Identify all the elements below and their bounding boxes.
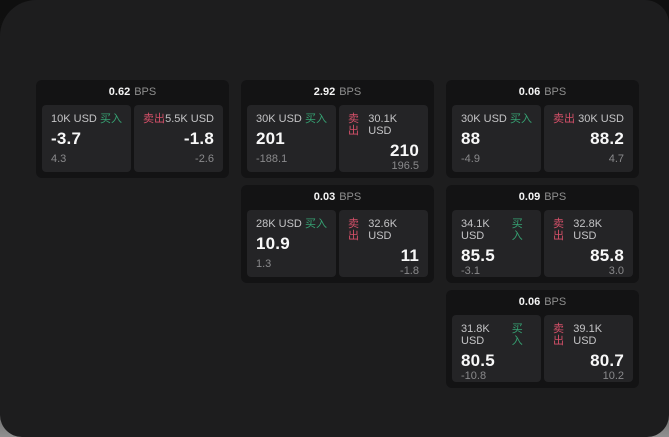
buy-side-label: 买入: [511, 323, 523, 347]
card-header: 0.62 BPS: [42, 80, 223, 105]
buy-side-label: 买入: [305, 113, 327, 125]
buy-delta: -10.8: [461, 370, 487, 382]
sell-panel[interactable]: 卖出 32.6K USD 11 -1.8: [339, 210, 428, 277]
sell-price: 88.2: [590, 129, 624, 148]
buy-side-label: 买入: [511, 218, 523, 242]
buy-notional: 28K USD: [256, 218, 302, 230]
bps-label: BPS: [339, 191, 362, 203]
buy-side-label: 买入: [305, 218, 327, 230]
bps-label: BPS: [544, 296, 567, 308]
card-header: 2.92 BPS: [247, 80, 428, 105]
buy-panel[interactable]: 30K USD 买入 201 -188.1: [247, 105, 336, 172]
sell-price: 85.8: [590, 246, 624, 265]
sell-price: 80.7: [590, 351, 624, 370]
buy-price: -3.7: [51, 129, 82, 148]
buy-delta: -4.9: [461, 153, 480, 165]
quote-card: 0.62 BPS 10K USD 买入 -3.7 4.3 卖出 5.5K USD: [36, 80, 229, 178]
card-header: 0.06 BPS: [452, 290, 633, 315]
buy-panel[interactable]: 28K USD 买入 10.9 1.3: [247, 210, 336, 277]
buy-price: 201: [256, 129, 285, 148]
sell-price: 210: [390, 141, 419, 160]
sell-panel[interactable]: 卖出 30K USD 88.2 4.7: [544, 105, 633, 172]
sell-side-label: 卖出: [553, 113, 575, 125]
sell-side-label: 卖出: [348, 113, 359, 137]
sell-price: -1.8: [183, 129, 214, 148]
quote-card: 0.06 BPS 31.8K USD 买入 80.5 -10.8 卖出 39.1…: [446, 290, 639, 388]
sell-panel[interactable]: 卖出 39.1K USD 80.7 10.2: [544, 315, 633, 382]
sell-panel[interactable]: 卖出 5.5K USD -1.8 -2.6: [134, 105, 223, 172]
buy-panel[interactable]: 34.1K USD 买入 85.5 -3.1: [452, 210, 541, 277]
buy-side-label: 买入: [510, 113, 532, 125]
sell-notional: 39.1K USD: [573, 323, 603, 347]
sell-side-label: 卖出: [348, 218, 359, 242]
buy-price: 88: [461, 129, 481, 148]
bps-value: 2.92: [313, 86, 336, 98]
bps-value: 0.62: [108, 86, 131, 98]
sell-notional: 30.1K USD: [368, 113, 398, 137]
buy-price: 80.5: [461, 351, 495, 370]
buy-notional: 34.1K USD: [461, 218, 490, 242]
quote-card: 0.03 BPS 28K USD 买入 10.9 1.3 卖出 32.6K US…: [241, 185, 434, 283]
buy-delta: 1.3: [256, 258, 272, 270]
buy-panel[interactable]: 31.8K USD 买入 80.5 -10.8: [452, 315, 541, 382]
bps-value: 0.09: [518, 191, 541, 203]
buy-notional: 30K USD: [461, 113, 507, 125]
card-header: 0.03 BPS: [247, 185, 428, 210]
buy-notional: 30K USD: [256, 113, 302, 125]
buy-side-label: 买入: [100, 113, 122, 125]
bps-value: 0.06: [518, 296, 541, 308]
buy-delta: -3.1: [461, 265, 480, 277]
sell-notional: 5.5K USD: [165, 113, 214, 125]
buy-notional: 10K USD: [51, 113, 97, 125]
sell-delta: 196.5: [391, 160, 419, 172]
sell-notional: 30K USD: [578, 113, 624, 125]
sell-panel[interactable]: 卖出 32.8K USD 85.8 3.0: [544, 210, 633, 277]
bps-label: BPS: [339, 86, 362, 98]
bps-label: BPS: [544, 86, 567, 98]
sell-side-label: 卖出: [553, 323, 564, 347]
card-header: 0.06 BPS: [452, 80, 633, 105]
buy-panel[interactable]: 30K USD 买入 88 -4.9: [452, 105, 541, 172]
quote-card: 2.92 BPS 30K USD 买入 201 -188.1 卖出 30.1K …: [241, 80, 434, 178]
buy-delta: 4.3: [51, 153, 67, 165]
sell-price: 11: [400, 246, 419, 265]
bps-label: BPS: [544, 191, 567, 203]
sell-delta: -2.6: [195, 153, 214, 165]
sell-delta: 4.7: [608, 153, 624, 165]
bps-value: 0.06: [518, 86, 541, 98]
sell-delta: 3.0: [608, 265, 624, 277]
buy-panel[interactable]: 10K USD 买入 -3.7 4.3: [42, 105, 131, 172]
quote-card: 0.09 BPS 34.1K USD 买入 85.5 -3.1 卖出 32.8K…: [446, 185, 639, 283]
sell-side-label: 卖出: [143, 113, 165, 125]
sell-panel[interactable]: 卖出 30.1K USD 210 196.5: [339, 105, 428, 172]
buy-notional: 31.8K USD: [461, 323, 490, 347]
bps-label: BPS: [134, 86, 157, 98]
sell-side-label: 卖出: [553, 218, 564, 242]
sell-notional: 32.8K USD: [573, 218, 603, 242]
card-header: 0.09 BPS: [452, 185, 633, 210]
buy-price: 10.9: [256, 234, 290, 253]
sell-delta: 10.2: [602, 370, 624, 382]
quote-card-grid: 0.62 BPS 10K USD 买入 -3.7 4.3 卖出 5.5K USD: [36, 80, 639, 388]
quote-card: 0.06 BPS 30K USD 买入 88 -4.9 卖出 30K USD: [446, 80, 639, 178]
buy-delta: -188.1: [256, 153, 288, 165]
sell-notional: 32.6K USD: [368, 218, 398, 242]
buy-price: 85.5: [461, 246, 495, 265]
sell-delta: -1.8: [400, 265, 419, 277]
bps-value: 0.03: [313, 191, 336, 203]
